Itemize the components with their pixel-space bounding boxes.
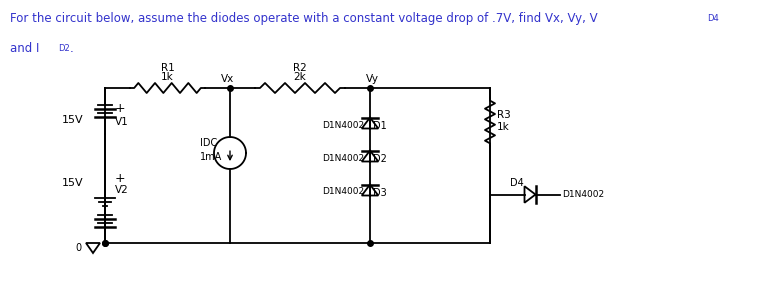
Text: R1: R1 — [160, 63, 174, 73]
Text: D1N4002: D1N4002 — [322, 188, 364, 197]
Text: D2: D2 — [58, 44, 70, 53]
Text: R3: R3 — [497, 110, 511, 120]
Text: D3: D3 — [373, 188, 387, 198]
Text: 15V: 15V — [62, 115, 84, 125]
Text: 0: 0 — [75, 243, 81, 253]
Text: For the circuit below, assume the diodes operate with a constant voltage drop of: For the circuit below, assume the diodes… — [10, 12, 597, 25]
Text: +: + — [115, 172, 126, 184]
Text: 1k: 1k — [497, 122, 509, 132]
Text: D1: D1 — [373, 121, 387, 131]
Text: D2: D2 — [373, 154, 387, 164]
Text: 15V: 15V — [62, 178, 84, 188]
Text: D1N4002: D1N4002 — [322, 120, 364, 129]
Text: V2: V2 — [115, 185, 129, 195]
Text: .: . — [70, 42, 73, 55]
Text: +: + — [115, 102, 126, 115]
Text: 1mA: 1mA — [200, 152, 223, 162]
Text: R2: R2 — [293, 63, 307, 73]
Text: D4: D4 — [707, 14, 719, 23]
Text: D1N4002: D1N4002 — [322, 153, 364, 163]
Text: 1k: 1k — [161, 72, 174, 82]
Text: Vy: Vy — [366, 74, 378, 84]
Text: IDC: IDC — [200, 138, 217, 148]
Text: D1N4002: D1N4002 — [562, 190, 604, 199]
Text: D4: D4 — [510, 177, 524, 188]
Text: V1: V1 — [115, 117, 129, 127]
Text: and I: and I — [10, 42, 39, 55]
Text: Vx: Vx — [221, 74, 235, 84]
Text: 2k: 2k — [294, 72, 307, 82]
